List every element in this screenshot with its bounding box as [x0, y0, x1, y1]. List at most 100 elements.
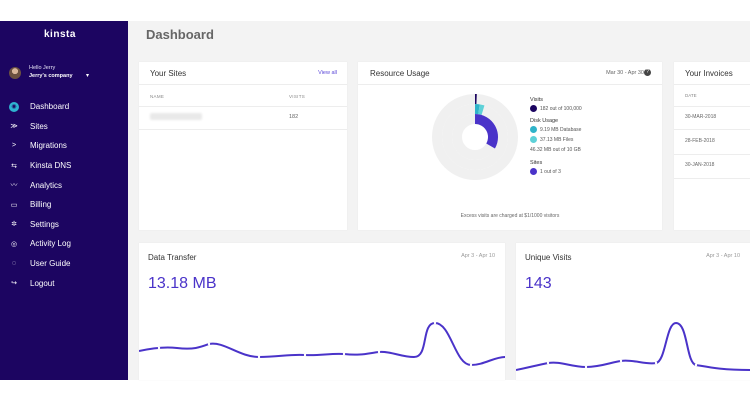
legend-dot-visits: [530, 105, 537, 112]
resource-usage-donut: [432, 94, 518, 180]
sparkline-point: [157, 346, 161, 350]
user-guide-icon: ◌: [11, 260, 17, 268]
sparkline-point: [342, 352, 346, 356]
legend-dot-database: [530, 126, 537, 133]
sidebar-item-analytics[interactable]: 〰 Analytics: [0, 175, 128, 195]
sparkline-point: [546, 361, 550, 365]
sidebar-item-label: Dashboard: [30, 102, 70, 112]
sidebar-item-migrations[interactable]: > Migrations: [0, 136, 128, 156]
sidebar-item-kinsta-dns[interactable]: ⇆ Kinsta DNS: [0, 156, 128, 176]
billing-icon: ▭: [10, 201, 18, 209]
unique-visits-card: Unique Visits Apr 3 - Apr 10 143: [516, 243, 750, 380]
sparkline-path: [516, 321, 750, 371]
sidebar-item-logout[interactable]: ↪ Logout: [0, 273, 128, 293]
user-company: Jerry's company: [29, 73, 73, 79]
sidebar-nav: ◉ Dashboard ≫ Sites > Migrations ⇆ Kinst…: [0, 97, 128, 293]
sidebar-item-label: Billing: [30, 200, 52, 210]
sidebar-item-label: Migrations: [30, 141, 67, 151]
unique-visits-sparkline: [516, 321, 750, 371]
avatar: [9, 67, 21, 79]
site-visits: 182: [289, 114, 299, 120]
legend-database-text: 9.19 MB Database: [540, 126, 582, 133]
legend-files-text: 37.13 MB Files: [540, 136, 574, 143]
sparkline-point: [584, 365, 588, 369]
divider: [139, 84, 347, 85]
sparkline-points: [157, 321, 473, 367]
invoice-date[interactable]: 30-MAR-2018: [685, 114, 717, 120]
legend-sites-head: Sites: [530, 160, 543, 166]
legend-visits-head: Visits: [530, 97, 544, 103]
card-title: Your Sites: [150, 69, 187, 78]
ring-sites-arc: [474, 114, 498, 149]
divider: [674, 154, 750, 155]
sparkline-point: [433, 321, 437, 325]
invoice-date[interactable]: 28-FEB-2018: [685, 138, 715, 144]
sparkline-points: [546, 359, 698, 369]
site-name-blurred[interactable]: [150, 113, 202, 120]
sidebar-item-billing[interactable]: ▭ Billing: [0, 195, 128, 215]
sparkline-point: [257, 355, 261, 359]
sparkline-path: [139, 321, 505, 367]
legend-disk-total: 46.32 MB out of 10 GB: [530, 147, 581, 153]
legend-dot-sites: [530, 168, 537, 175]
divider: [139, 129, 347, 130]
page-title: Dashboard: [146, 27, 214, 42]
column-header-name: NAME: [150, 94, 165, 99]
divider: [358, 84, 662, 85]
legend-disk-total-text: 46.32 MB out of 10 GB: [530, 147, 581, 153]
date-range: Apr 3 - Apr 10: [461, 253, 495, 259]
sparkline-point: [654, 361, 658, 365]
data-transfer-card: Data Transfer Apr 3 - Apr 10 13.18 MB: [139, 243, 505, 380]
invoice-date[interactable]: 30-JAN-2018: [685, 162, 715, 168]
legend-visits: 182 out of 100,000: [530, 105, 582, 112]
logout-icon: ↪: [11, 280, 17, 288]
legend-database: 9.19 MB Database: [530, 126, 581, 133]
sidebar-item-label: Kinsta DNS: [30, 161, 72, 171]
user-menu[interactable]: Hello Jerry Jerry's company ▾: [8, 64, 124, 86]
sparkline-point: [207, 342, 211, 346]
resource-footnote: Excess visits are charged at $1/1000 vis…: [460, 213, 560, 219]
analytics-icon: 〰: [10, 182, 18, 190]
card-title: Unique Visits: [525, 253, 572, 262]
divider: [674, 178, 750, 179]
help-icon[interactable]: ?: [644, 69, 651, 76]
sidebar-item-activity-log[interactable]: ◎ Activity Log: [0, 234, 128, 254]
sidebar-item-label: User Guide: [30, 259, 71, 269]
sidebar-item-label: Analytics: [30, 180, 63, 190]
card-title: Resource Usage: [370, 69, 430, 78]
legend-sites: 1 out of 3: [530, 168, 561, 175]
kinsta-logo[interactable]: kinsta: [44, 29, 76, 40]
data-transfer-value: 13.18 MB: [148, 275, 217, 292]
user-greeting: Hello Jerry: [29, 65, 56, 71]
divider: [139, 106, 347, 107]
sidebar-item-label: Logout: [30, 278, 55, 288]
column-header-date: DATE: [685, 93, 697, 98]
date-range: Apr 3 - Apr 10: [706, 253, 740, 259]
date-range: Mar 30 - Apr 30: [606, 70, 644, 76]
legend-disk-head: Disk Usage: [530, 118, 559, 124]
legend-files: 37.13 MB Files: [530, 136, 573, 143]
ring-files-arc: [478, 104, 485, 116]
card-title: Your Invoices: [685, 69, 733, 78]
sidebar-item-label: Activity Log: [30, 239, 71, 249]
sidebar-item-settings[interactable]: ✲ Settings: [0, 215, 128, 235]
sidebar-item-label: Sites: [30, 121, 48, 131]
sparkline-point: [694, 363, 698, 367]
divider: [674, 129, 750, 130]
unique-visits-value: 143: [525, 275, 552, 292]
sidebar-item-label: Settings: [30, 219, 59, 229]
divider: [674, 106, 750, 107]
sidebar-item-sites[interactable]: ≫ Sites: [0, 117, 128, 137]
dashboard-icon: ◉: [9, 101, 19, 112]
data-transfer-sparkline: [139, 321, 505, 367]
sidebar-item-dashboard[interactable]: ◉ Dashboard: [0, 97, 128, 117]
sparkline-point: [303, 353, 307, 357]
view-all-link[interactable]: View all: [318, 70, 337, 76]
migrations-icon: >: [11, 142, 17, 150]
sidebar: kinsta Hello Jerry Jerry's company ▾ ◉ D…: [0, 21, 128, 380]
chevron-down-icon[interactable]: ▾: [86, 73, 90, 79]
sites-icon: ≫: [10, 123, 18, 131]
legend-dot-files: [530, 136, 537, 143]
sidebar-item-user-guide[interactable]: ◌ User Guide: [0, 254, 128, 274]
resource-usage-card: Resource Usage Mar 30 - Apr 30 ? Visits …: [358, 62, 662, 230]
